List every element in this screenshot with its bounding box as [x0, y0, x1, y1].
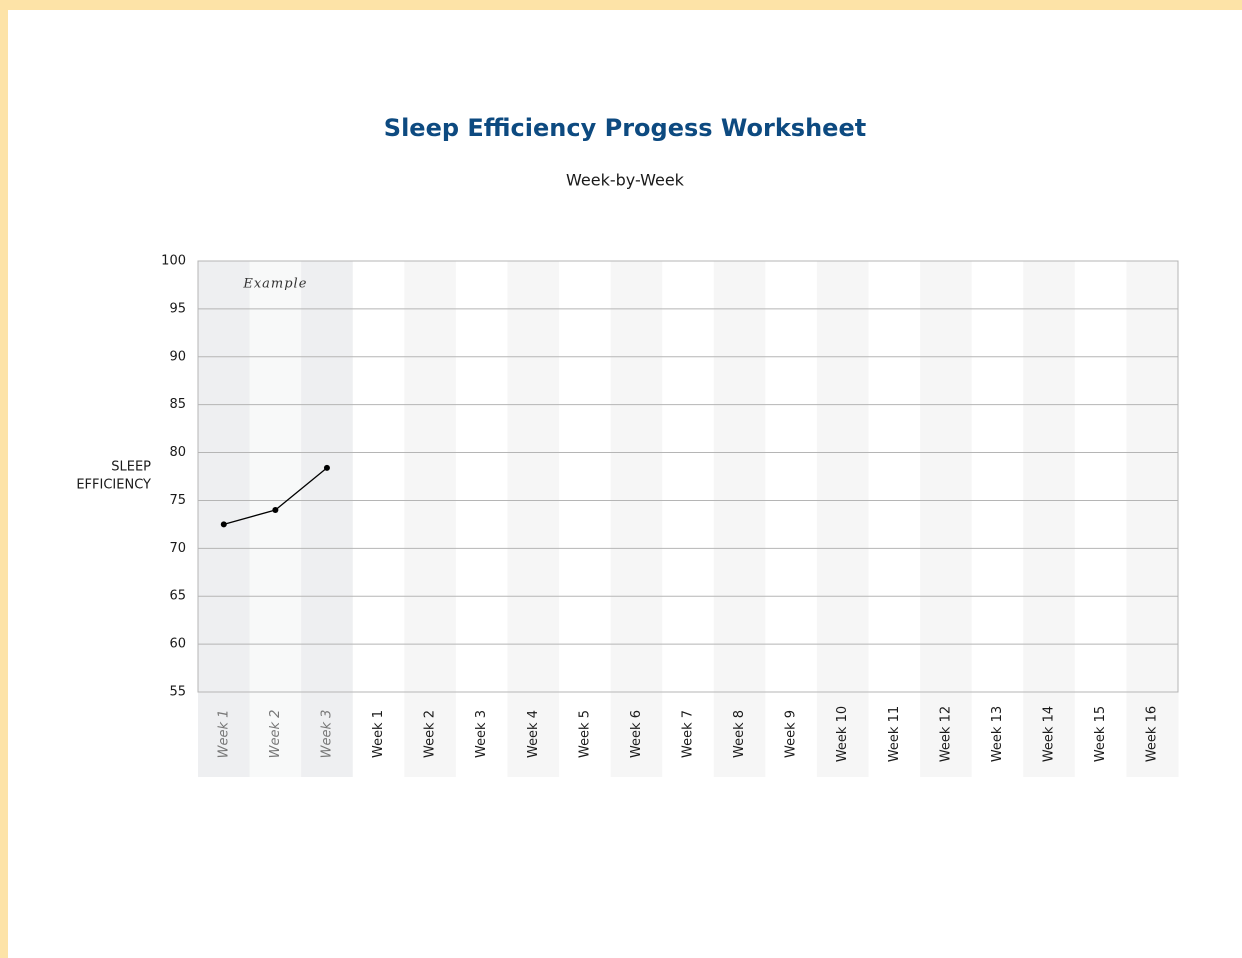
example-point [220, 521, 227, 528]
column-band [507, 261, 560, 777]
y-tick-label: 55 [169, 685, 186, 700]
week-label: Week 11 [887, 706, 902, 762]
y-tick-label: 65 [169, 589, 186, 604]
y-tick-label: 95 [169, 301, 186, 316]
example-point [272, 507, 279, 514]
week-label: Week 3 [474, 710, 489, 758]
column-band [1074, 261, 1127, 777]
column-band [868, 261, 921, 777]
week-label: Week 2 [423, 710, 438, 758]
week-label: Week 5 [577, 710, 592, 758]
column-band [249, 261, 302, 777]
y-tick-label: 100 [161, 254, 186, 269]
column-band [352, 261, 405, 777]
y-tick-label: 70 [169, 541, 186, 556]
y-tick-label: 85 [169, 397, 186, 412]
worksheet: Sleep Efficiency Progess Worksheet Week-… [8, 10, 1242, 958]
column-band [455, 261, 508, 777]
column-band [1126, 261, 1179, 777]
column-band [971, 261, 1024, 777]
column-band [1023, 261, 1076, 777]
example-label: Example [242, 277, 307, 292]
column-band [816, 261, 870, 777]
week-label: Week 8 [732, 710, 747, 758]
title: Sleep Efficiency Progess Worksheet [384, 114, 866, 142]
column-band [662, 261, 715, 777]
subtitle: Week-by-Week [566, 171, 685, 190]
column-band [765, 261, 818, 777]
week-label: Week 7 [681, 710, 696, 758]
week-label: Week 6 [629, 710, 644, 758]
example-week-label: Week 1 [216, 710, 231, 759]
column-band [713, 261, 766, 777]
y-tick-label: 60 [169, 637, 186, 652]
week-label: Week 13 [990, 706, 1005, 762]
y-label: SLEEP [111, 460, 151, 475]
column-band [301, 261, 354, 777]
example-week-label: Week 2 [268, 710, 283, 759]
column-band [920, 261, 973, 777]
y-tick-label: 80 [169, 445, 186, 460]
plot-border [197, 260, 1179, 693]
example-point [323, 464, 330, 471]
week-label: Week 16 [1145, 706, 1160, 762]
column-band [610, 261, 663, 777]
week-label: Week 1 [371, 710, 386, 758]
column-band [404, 261, 457, 777]
week-label: Week 14 [1042, 706, 1057, 762]
week-label: Week 10 [835, 706, 850, 762]
column-band [559, 261, 612, 777]
y-tick-label: 90 [169, 349, 186, 364]
week-label: Week 4 [526, 710, 541, 758]
y-tick-label: 75 [169, 493, 186, 508]
week-label: Week 12 [938, 706, 953, 762]
y-label: EFFICIENCY [76, 478, 151, 493]
example-week-label: Week 3 [319, 710, 334, 759]
week-label: Week 15 [1093, 706, 1108, 762]
week-label: Week 9 [784, 710, 799, 758]
